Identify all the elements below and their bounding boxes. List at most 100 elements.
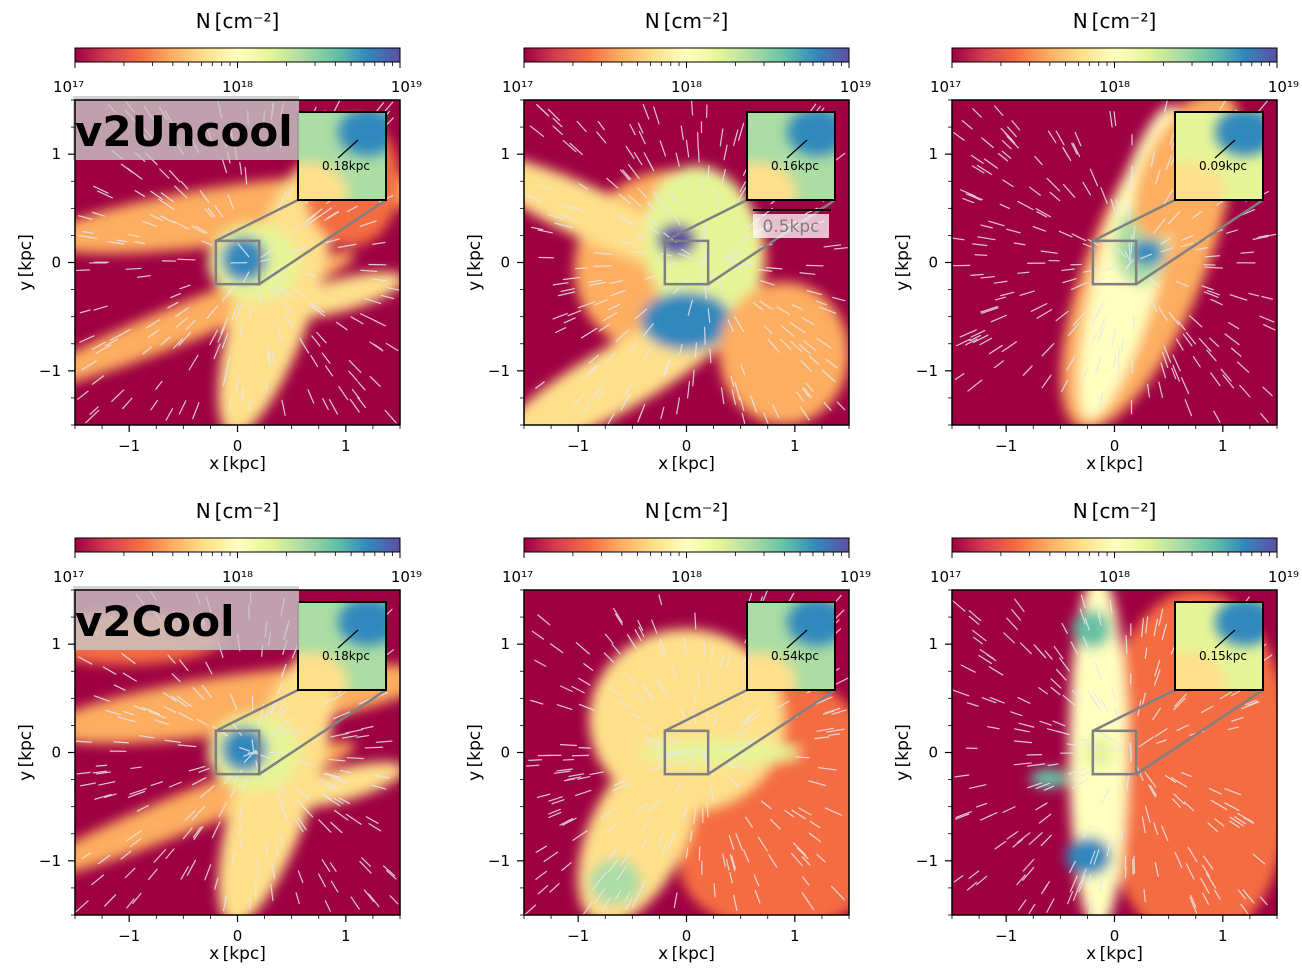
velocity-field [75, 590, 399, 913]
velocity-arrow [107, 241, 125, 245]
velocity-arrow [676, 397, 681, 415]
velocity-arrow [1062, 278, 1077, 284]
velocity-arrow [1175, 280, 1189, 287]
velocity-arrow [93, 305, 108, 311]
velocity-arrow [1089, 168, 1099, 187]
velocity-arrow [694, 612, 697, 630]
velocity-arrow [1248, 292, 1260, 297]
velocity-arrow [1050, 678, 1062, 689]
velocity-arrow [1098, 318, 1106, 333]
density-region [1065, 837, 1112, 876]
velocity-arrow [290, 248, 305, 253]
velocity-arrow [1201, 864, 1211, 877]
velocity-arrow [1036, 647, 1047, 659]
inset-density [298, 652, 348, 690]
y-tick-label: −1 [488, 362, 510, 380]
velocity-arrow [237, 243, 250, 258]
velocity-arrow [960, 664, 976, 673]
velocity-arrow [637, 620, 644, 631]
velocity-arrow [1117, 248, 1127, 259]
velocity-arrow [525, 764, 540, 767]
inset-frame [1174, 601, 1264, 691]
velocity-arrow [120, 163, 133, 173]
velocity-arrow [368, 822, 382, 832]
velocity-arrow [1163, 189, 1174, 206]
velocity-arrow [830, 885, 845, 900]
velocity-arrow [606, 177, 619, 189]
velocity-arrow [744, 714, 760, 725]
velocity-arrow [295, 892, 300, 905]
velocity-arrow [654, 677, 664, 691]
velocity-arrow [796, 391, 804, 402]
velocity-arrow [707, 165, 710, 180]
velocity-arrow [647, 201, 656, 212]
velocity-arrow [577, 775, 591, 780]
velocity-arrow [803, 387, 812, 399]
velocity-arrow [91, 341, 107, 350]
velocity-arrow [816, 337, 832, 349]
zoom-box [214, 729, 261, 776]
velocity-arrow [696, 257, 708, 266]
velocity-arrow [1141, 618, 1144, 638]
velocity-arrow [1168, 311, 1180, 326]
velocity-arrow [1007, 126, 1017, 138]
velocity-arrow [980, 305, 999, 313]
velocity-arrow [163, 706, 177, 713]
velocity-arrow [323, 773, 342, 780]
velocity-arrow [562, 276, 581, 281]
velocity-arrow [1104, 266, 1117, 271]
velocity-arrow [665, 263, 679, 265]
velocity-arrow [578, 183, 589, 190]
velocity-arrow [536, 793, 551, 799]
velocity-arrow [728, 776, 741, 789]
velocity-arrow [657, 833, 665, 846]
velocity-arrow [1041, 342, 1055, 357]
velocity-arrow [741, 412, 746, 424]
velocity-arrow [118, 328, 131, 337]
velocity-arrow [556, 223, 573, 229]
velocity-arrow [976, 875, 988, 886]
velocity-arrow [709, 348, 712, 364]
velocity-arrow [752, 302, 763, 311]
colorbar-label: N [cm⁻²] [196, 9, 280, 33]
velocity-arrow [162, 692, 177, 702]
y-tick-label: −1 [916, 852, 938, 870]
velocity-arrow [1208, 787, 1222, 795]
velocity-arrow [1214, 818, 1225, 827]
velocity-arrow [561, 862, 572, 871]
velocity-arrow [557, 291, 576, 297]
velocity-arrow [232, 769, 243, 784]
velocity-arrow [613, 780, 626, 787]
velocity-arrow [710, 645, 714, 662]
colorbar-tick-label: 10¹⁷ [502, 78, 533, 96]
velocity-arrow [1061, 622, 1068, 635]
velocity-arrow [1038, 687, 1048, 695]
colorbar-gradient [74, 537, 401, 553]
inset-scale-label: 0.54kpc [771, 649, 819, 663]
velocity-arrow [1219, 691, 1232, 700]
velocity-arrow [697, 668, 700, 687]
velocity-arrow [551, 799, 565, 805]
velocity-arrow [988, 666, 1004, 676]
velocity-arrow [239, 161, 243, 175]
velocity-arrow [552, 312, 568, 320]
velocity-arrow [777, 700, 790, 709]
velocity-arrow [983, 158, 999, 169]
velocity-arrow [386, 287, 400, 291]
zoom-box [663, 239, 710, 286]
velocity-arrow [607, 858, 619, 874]
y-tick-label: 1 [51, 635, 61, 653]
velocity-arrow [750, 395, 758, 413]
velocity-arrow [338, 386, 349, 401]
velocity-arrow [1014, 728, 1030, 733]
velocity-arrow [663, 205, 672, 217]
velocity-arrow [269, 725, 281, 737]
velocity-arrow [1017, 271, 1030, 274]
velocity-arrow [660, 253, 673, 257]
velocity-arrow [734, 382, 741, 401]
inset-scale-label: 0.16kpc [771, 159, 819, 173]
velocity-arrow [731, 389, 737, 406]
colorbar-label: N [cm⁻²] [196, 499, 280, 523]
velocity-arrow [1049, 191, 1061, 202]
velocity-arrow [660, 684, 669, 698]
